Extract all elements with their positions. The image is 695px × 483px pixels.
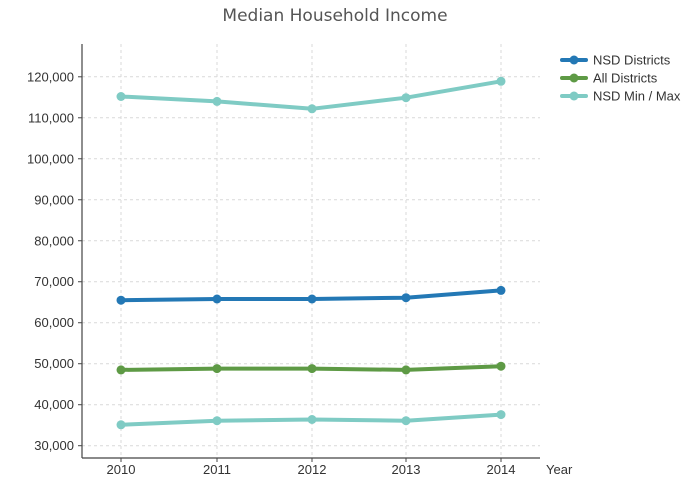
y-tick-label: 70,000: [34, 274, 74, 289]
series-group: [116, 410, 506, 430]
series-lines: [116, 76, 506, 430]
data-point[interactable]: [496, 410, 506, 420]
data-point[interactable]: [496, 76, 506, 86]
data-point[interactable]: [116, 365, 126, 375]
data-point[interactable]: [116, 420, 126, 430]
series-group: [116, 285, 506, 305]
data-point[interactable]: [401, 93, 411, 103]
x-tick-label: 2013: [392, 462, 421, 477]
data-point[interactable]: [307, 364, 317, 374]
y-tick-label: 120,000: [27, 69, 74, 84]
legend-label: All Districts: [593, 71, 658, 86]
legend-label: NSD Districts: [593, 53, 671, 68]
axes: [81, 44, 540, 459]
data-point[interactable]: [401, 416, 411, 426]
x-tick-labels: 2010 2011 2012 2013 2014: [107, 458, 516, 477]
data-point[interactable]: [401, 293, 411, 303]
data-point[interactable]: [212, 364, 222, 374]
legend-swatch-marker: [569, 55, 579, 65]
data-point[interactable]: [116, 92, 126, 101]
data-point[interactable]: [212, 96, 222, 106]
legend-swatch-marker: [569, 73, 579, 83]
legend-item[interactable]: NSD Districts: [560, 53, 671, 68]
y-tick-labels: 30,000 40,000 50,000 60,000 70,000 80,000 90,0…: [27, 69, 82, 453]
y-tick-label: 90,000: [34, 192, 74, 207]
x-tick-label: 2012: [298, 462, 327, 477]
data-point[interactable]: [116, 295, 126, 305]
legend-swatch-marker: [569, 91, 579, 101]
y-tick-label: 100,000: [27, 151, 74, 166]
data-point[interactable]: [307, 415, 317, 424]
series-group: [116, 76, 506, 114]
legend-item[interactable]: All Districts: [560, 71, 658, 86]
x-tick-label: 2010: [107, 462, 136, 477]
data-point[interactable]: [496, 361, 506, 371]
y-tick-label: 40,000: [34, 397, 74, 412]
y-tick-label: 50,000: [34, 356, 74, 371]
y-tick-label: 80,000: [34, 233, 74, 248]
y-tick-label: 60,000: [34, 315, 74, 330]
data-point[interactable]: [401, 365, 411, 375]
data-point[interactable]: [496, 285, 506, 295]
legend[interactable]: NSD Districts All Districts NSD Min / Max: [560, 53, 681, 104]
data-point[interactable]: [212, 294, 222, 304]
y-tick-label: 30,000: [34, 438, 74, 453]
series-group: [116, 361, 506, 375]
y-tick-label: 110,000: [28, 110, 74, 125]
chart-title: Median Household Income: [222, 6, 447, 26]
x-tick-label: 2011: [203, 462, 231, 477]
legend-label: NSD Min / Max: [593, 89, 681, 104]
x-tick-label: 2014: [487, 462, 516, 477]
x-axis-label: Year: [546, 462, 573, 477]
data-point[interactable]: [307, 294, 317, 304]
data-point[interactable]: [307, 104, 317, 114]
data-point[interactable]: [212, 416, 222, 426]
legend-item[interactable]: NSD Min / Max: [560, 89, 681, 104]
